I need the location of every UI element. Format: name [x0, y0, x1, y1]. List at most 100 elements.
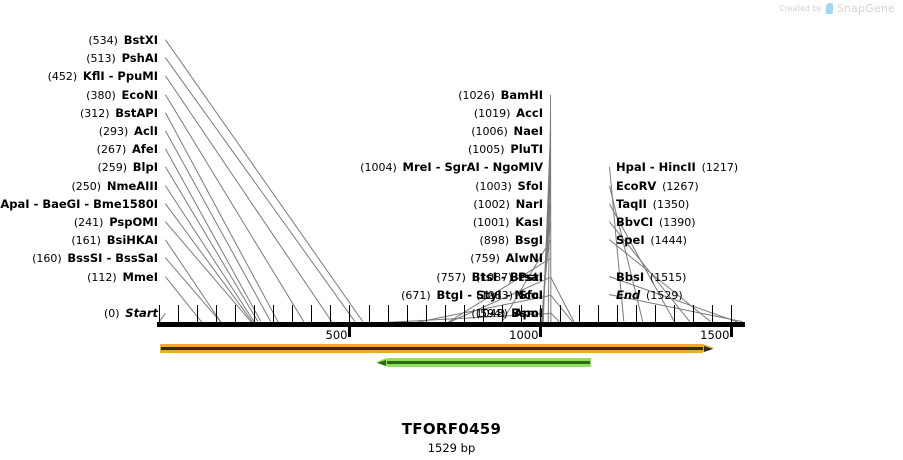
site-enzyme-names: BlpI — [132, 160, 158, 175]
site-enzyme-names: AfeI — [132, 142, 158, 157]
site-enzyme-names: BsmI — [511, 306, 543, 320]
restriction-site-label[interactable]: (1026) BamHI — [458, 87, 543, 102]
site-position: (1529) — [646, 288, 683, 302]
sequence-backbone[interactable] — [156, 322, 745, 327]
sequence-title-block: TFORF0459 1529 bp — [0, 420, 903, 455]
ruler-minor-tick — [253, 305, 255, 322]
restriction-site-label[interactable]: (452) KflI - PpuMI — [47, 70, 158, 84]
ruler-minor-tick — [177, 305, 179, 322]
restriction-site-label[interactable]: (160) BssSI - BssSaI — [32, 251, 158, 266]
site-position: (1083) — [476, 288, 513, 302]
ruler-minor-tick — [311, 305, 313, 322]
ruler-minor-tick — [234, 305, 236, 322]
ruler-minor-tick — [425, 305, 427, 322]
restriction-site-label[interactable]: (534) BstXI — [88, 33, 158, 48]
site-position: (1001) — [472, 216, 510, 229]
site-position: (380) — [86, 88, 116, 102]
site-enzyme-names: BbsI — [616, 269, 645, 284]
restriction-site-label[interactable]: (1005) PluTI — [467, 143, 543, 157]
restriction-site-label[interactable]: (1006) NaeI — [471, 125, 543, 139]
restriction-site-label[interactable]: (112) MmeI — [87, 270, 158, 284]
site-position: (1006) — [471, 125, 508, 138]
ruler-minor-tick — [616, 305, 618, 322]
restriction-site-label[interactable]: (1004) MreI - SgrAI - NgoMIV — [360, 161, 543, 175]
restriction-site-label[interactable]: (267) AfeI — [97, 142, 158, 157]
site-enzyme-names: NmeAIII — [106, 178, 158, 193]
ruler-minor-tick — [368, 305, 370, 322]
restriction-site-label[interactable]: (241) PspOMI — [74, 216, 158, 230]
restriction-site-label[interactable]: (250) NmeAIII — [72, 178, 159, 193]
ruler-minor-tick — [693, 305, 695, 322]
site-enzyme-names: BssSI - BssSaI — [67, 251, 158, 266]
site-enzyme-names: BstXI — [123, 33, 158, 47]
ruler-minor-tick — [731, 305, 733, 322]
site-enzyme-names: BsiHKAI — [106, 233, 158, 248]
restriction-site-label[interactable]: (757) BtsI - BtsaI — [436, 269, 543, 284]
site-position: (312) — [79, 106, 110, 120]
restriction-site-label[interactable]: (513) PshAI — [86, 51, 158, 66]
site-position: (1350) — [652, 197, 690, 211]
ruler-tick-label: 1500 — [700, 328, 730, 342]
ruler-minor-tick — [597, 305, 599, 322]
site-position: (1087) — [475, 270, 513, 284]
site-enzyme-names: HpaI - HincII — [616, 160, 696, 175]
restriction-site-label[interactable]: TaqII (1350) — [616, 197, 690, 211]
restriction-site-label[interactable]: (1002) NarI — [473, 197, 543, 211]
site-position: (898) — [479, 234, 510, 248]
site-position: (1390) — [658, 216, 696, 229]
restriction-site-label[interactable]: (1003) SfoI — [475, 179, 543, 193]
site-position: (161) — [71, 234, 101, 248]
restriction-site-label[interactable]: (1048) ApoI — [471, 306, 543, 321]
restriction-site-label[interactable]: HpaI - HincII (1217) — [616, 160, 738, 175]
restriction-site-label[interactable]: (671) BtgI - StyI - NcoI — [401, 288, 543, 302]
ruler-major-tick — [348, 327, 351, 337]
restriction-site-label[interactable]: (1001) KasI — [472, 216, 543, 230]
ruler-minor-tick — [215, 305, 217, 322]
restriction-site-label[interactable]: (245) ApaI - BaeGI - Bme1580I — [0, 197, 158, 211]
ruler-minor-tick — [464, 305, 466, 322]
restriction-site-label[interactable]: (293) AclI — [98, 125, 158, 139]
restriction-site-label[interactable]: (161) BsiHKAI — [71, 233, 158, 248]
site-leader-line — [165, 39, 364, 322]
site-enzyme-names: BtsI - BtsaI — [471, 269, 543, 284]
site-enzyme-names: AlwNI — [505, 251, 543, 266]
sequence-length: 1529 bp — [427, 441, 476, 455]
restriction-site-label[interactable]: (312) BstAPI — [79, 106, 158, 120]
site-position: (1019) — [473, 106, 511, 120]
site-enzyme-names: SpeI — [616, 233, 645, 248]
restriction-site-label[interactable]: BbvCI (1390) — [616, 215, 696, 230]
restriction-site-label[interactable]: (1019) AccI — [473, 105, 543, 120]
site-position: (452) — [47, 70, 78, 84]
restriction-site-label[interactable]: (0) Start — [104, 307, 158, 321]
site-enzyme-names: BbvCI — [616, 215, 654, 229]
restriction-site-label[interactable]: (380) EcoNI — [86, 88, 158, 102]
ruler-minor-tick — [406, 305, 408, 322]
restriction-site-label[interactable]: SpeI (1444) — [616, 233, 687, 248]
sequence-name: TFORF0459 — [401, 420, 502, 438]
orf-feature-reverse[interactable] — [376, 358, 591, 367]
site-position: (1003) — [475, 179, 512, 193]
restriction-site-label[interactable]: BbsI (1515) — [616, 269, 686, 284]
restriction-site-label[interactable]: (1087) PstI — [475, 270, 543, 284]
restriction-site-label[interactable]: (259) BlpI — [97, 160, 158, 175]
restriction-site-label[interactable]: (1083) SfcI — [476, 288, 543, 302]
snapgene-watermark: Created by SnapGene — [779, 2, 895, 15]
site-enzyme-names: ApoI — [513, 306, 543, 320]
restriction-site-label[interactable]: End (1529) — [616, 288, 683, 302]
feature-arrowhead-inner — [704, 345, 714, 352]
ruler-minor-tick — [292, 305, 294, 322]
site-enzyme-names: PshAI — [121, 51, 158, 66]
site-leader-line — [165, 166, 259, 322]
site-position: (293) — [98, 125, 129, 138]
restriction-site-label[interactable]: EcoRV (1267) — [616, 179, 699, 193]
orf-feature-forward[interactable] — [160, 344, 715, 353]
ruler-minor-tick — [158, 305, 160, 322]
ruler-minor-tick — [444, 305, 446, 322]
restriction-site-label[interactable]: (898) BsgI — [479, 233, 543, 248]
site-enzyme-names: AccI — [516, 105, 543, 120]
site-enzyme-names: BamHI — [500, 87, 543, 102]
restriction-site-label[interactable]: (759) AlwNI — [470, 251, 543, 266]
site-position: (1005) — [467, 143, 505, 157]
site-position: (757) — [436, 270, 466, 284]
site-enzyme-names: BsgI — [514, 233, 543, 248]
